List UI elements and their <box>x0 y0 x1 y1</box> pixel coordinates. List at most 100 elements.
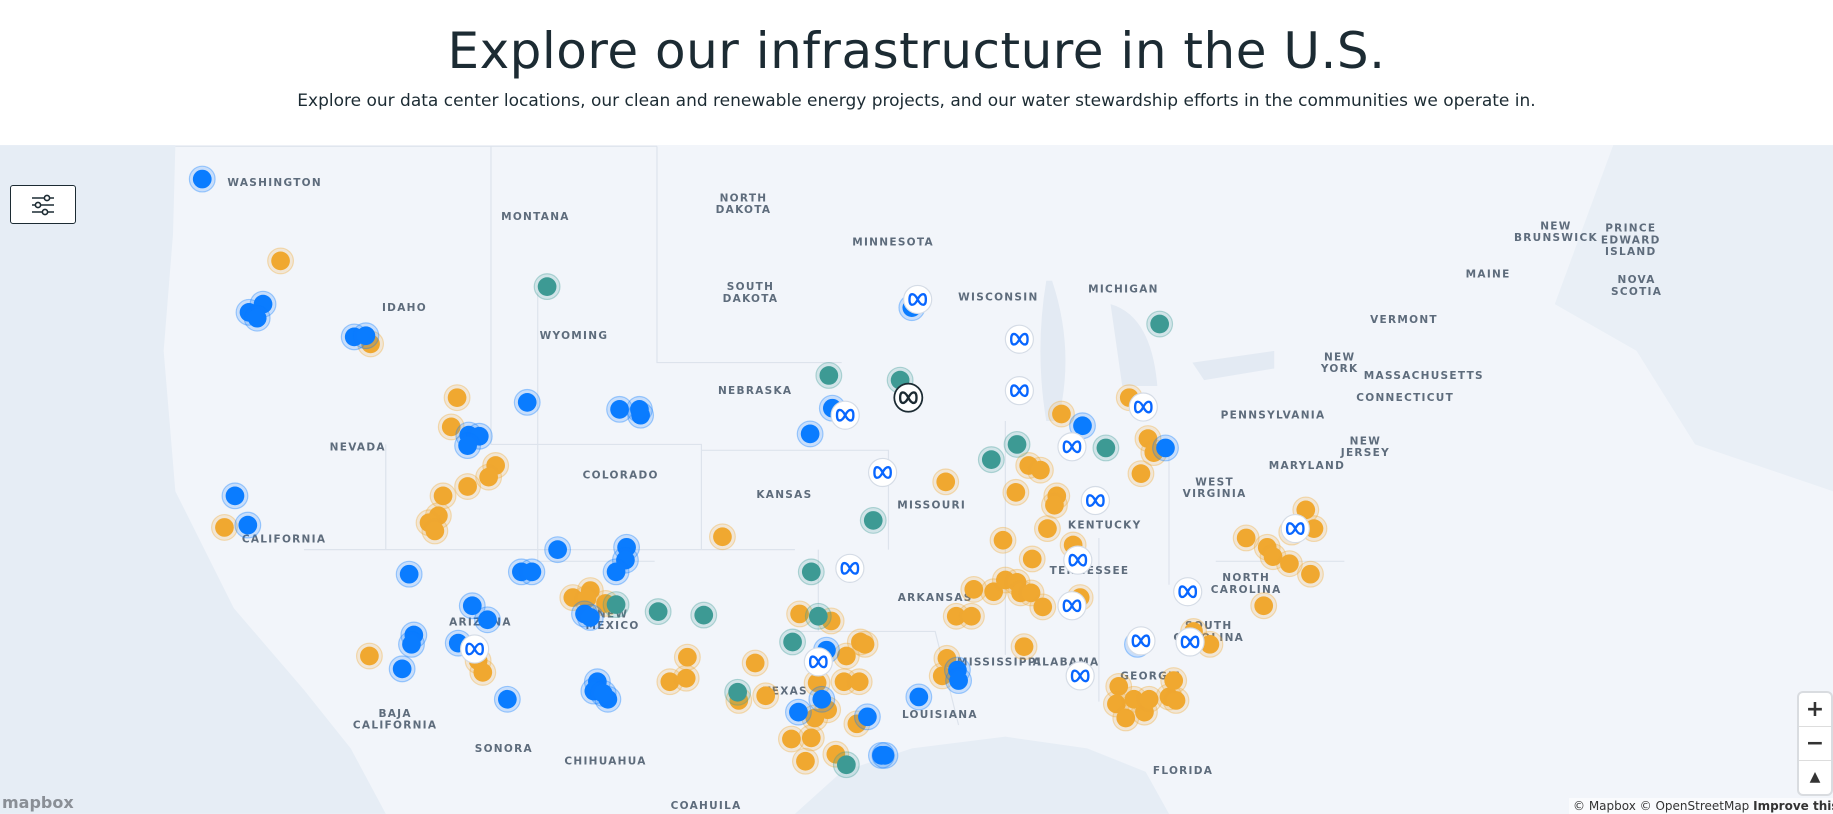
data-center-marker[interactable] <box>234 511 262 539</box>
data-center-marker[interactable] <box>398 630 425 658</box>
energy-project-marker[interactable] <box>1018 545 1046 573</box>
energy-project-marker[interactable] <box>443 384 471 412</box>
meta-office-marker[interactable] <box>803 647 833 677</box>
water-project-marker[interactable] <box>1092 434 1120 462</box>
energy-project-marker[interactable] <box>1292 496 1320 524</box>
zoom-out[interactable]: − <box>1799 727 1831 761</box>
energy-project-marker[interactable] <box>454 473 482 500</box>
energy-project-marker[interactable] <box>845 668 873 696</box>
energy-project-marker[interactable] <box>429 482 457 510</box>
data-center-marker[interactable] <box>458 592 486 620</box>
reset-north[interactable]: ▲ <box>1809 769 1821 785</box>
energy-project-marker[interactable] <box>942 602 970 630</box>
data-center-marker[interactable] <box>395 560 423 588</box>
water-project-marker[interactable] <box>859 506 887 534</box>
data-center-marker[interactable] <box>454 432 482 460</box>
energy-project-marker[interactable] <box>1250 592 1278 620</box>
energy-project-marker[interactable] <box>573 585 601 613</box>
energy-project-marker[interactable] <box>832 642 860 670</box>
data-center-marker[interactable] <box>796 420 824 448</box>
water-project-marker[interactable] <box>815 362 843 389</box>
data-center-marker[interactable] <box>905 683 933 711</box>
data-center-marker[interactable] <box>784 698 812 726</box>
water-project-marker[interactable] <box>804 602 832 630</box>
water-project-marker[interactable] <box>533 273 561 301</box>
energy-project-marker[interactable] <box>1297 560 1324 588</box>
meta-office-marker[interactable] <box>867 457 898 488</box>
energy-project-marker[interactable] <box>752 682 780 710</box>
energy-project-marker[interactable] <box>1162 686 1190 714</box>
energy-project-marker[interactable] <box>741 649 769 677</box>
energy-project-marker[interactable] <box>211 513 238 541</box>
energy-project-marker[interactable] <box>437 413 465 441</box>
water-project-marker[interactable] <box>690 601 718 629</box>
water-project-marker[interactable] <box>724 678 752 706</box>
data-center-marker[interactable] <box>589 679 617 707</box>
meta-office-marker[interactable] <box>1004 324 1034 354</box>
water-project-marker[interactable] <box>977 446 1005 474</box>
data-center-marker[interactable] <box>1069 412 1096 440</box>
energy-project-marker[interactable] <box>1135 685 1163 713</box>
energy-project-marker[interactable] <box>1026 456 1054 484</box>
meta-office-marker[interactable] <box>1065 661 1095 691</box>
meta-office-marker[interactable] <box>1175 627 1205 657</box>
energy-project-marker[interactable] <box>1105 672 1133 700</box>
data-center-marker[interactable] <box>1152 434 1179 462</box>
water-project-marker[interactable] <box>644 598 672 626</box>
meta-office-marker[interactable] <box>1057 591 1087 621</box>
energy-project-marker[interactable] <box>989 526 1017 554</box>
meta-office-marker[interactable] <box>460 634 490 664</box>
water-project-marker[interactable] <box>797 558 825 586</box>
energy-project-marker[interactable] <box>421 517 449 545</box>
data-center-marker[interactable] <box>808 685 836 713</box>
improve-link[interactable]: Improve this map <box>1753 799 1833 813</box>
data-center-marker[interactable] <box>388 655 416 683</box>
energy-project-marker[interactable] <box>267 247 295 275</box>
energy-project-marker[interactable] <box>656 668 684 696</box>
energy-project-marker[interactable] <box>672 664 700 692</box>
energy-project-marker[interactable] <box>1040 491 1068 519</box>
data-center-marker[interactable] <box>243 304 271 332</box>
meta-office-marker[interactable] <box>903 284 933 315</box>
meta-office-marker[interactable] <box>830 400 860 430</box>
meta-office-marker[interactable] <box>1173 577 1203 607</box>
data-center-marker[interactable] <box>853 703 881 731</box>
data-center-marker[interactable] <box>518 558 546 586</box>
meta-office-marker[interactable] <box>1126 626 1156 656</box>
energy-project-marker[interactable] <box>1232 524 1260 552</box>
energy-project-marker[interactable] <box>1029 593 1057 621</box>
energy-project-marker[interactable] <box>1033 515 1061 543</box>
data-center-marker[interactable] <box>602 558 630 586</box>
energy-project-marker[interactable] <box>469 658 497 686</box>
energy-project-marker[interactable] <box>786 600 814 628</box>
data-center-marker[interactable] <box>352 322 380 350</box>
energy-project-marker[interactable] <box>1002 478 1030 506</box>
energy-project-marker[interactable] <box>932 468 960 496</box>
water-project-marker[interactable] <box>779 628 807 656</box>
zoom-in[interactable]: + <box>1799 693 1831 727</box>
meta-office-marker[interactable] <box>1004 376 1034 406</box>
energy-project-marker[interactable] <box>792 747 819 775</box>
data-center-marker[interactable] <box>188 165 216 193</box>
data-center-marker[interactable] <box>544 536 572 564</box>
energy-project-marker[interactable] <box>1048 400 1075 428</box>
water-project-marker[interactable] <box>832 751 860 779</box>
data-center-marker[interactable] <box>576 603 604 631</box>
mapbox-logo[interactable]: mapbox <box>2 793 74 812</box>
water-project-marker[interactable] <box>1003 430 1031 458</box>
data-center-marker[interactable] <box>871 741 899 769</box>
water-project-marker[interactable] <box>602 591 630 619</box>
data-center-marker[interactable] <box>221 482 249 510</box>
data-center-marker[interactable] <box>493 685 521 713</box>
energy-project-marker[interactable] <box>1275 550 1303 578</box>
energy-project-marker[interactable] <box>673 643 701 671</box>
energy-project-marker[interactable] <box>797 724 825 752</box>
energy-project-marker[interactable] <box>475 463 503 491</box>
energy-project-marker[interactable] <box>1010 633 1038 661</box>
selected-marker[interactable] <box>893 382 924 413</box>
energy-project-marker[interactable] <box>709 523 736 551</box>
data-center-marker[interactable] <box>513 388 541 416</box>
data-center-marker[interactable] <box>474 606 501 634</box>
energy-project-marker[interactable] <box>355 642 383 670</box>
energy-project-marker[interactable] <box>980 578 1008 606</box>
